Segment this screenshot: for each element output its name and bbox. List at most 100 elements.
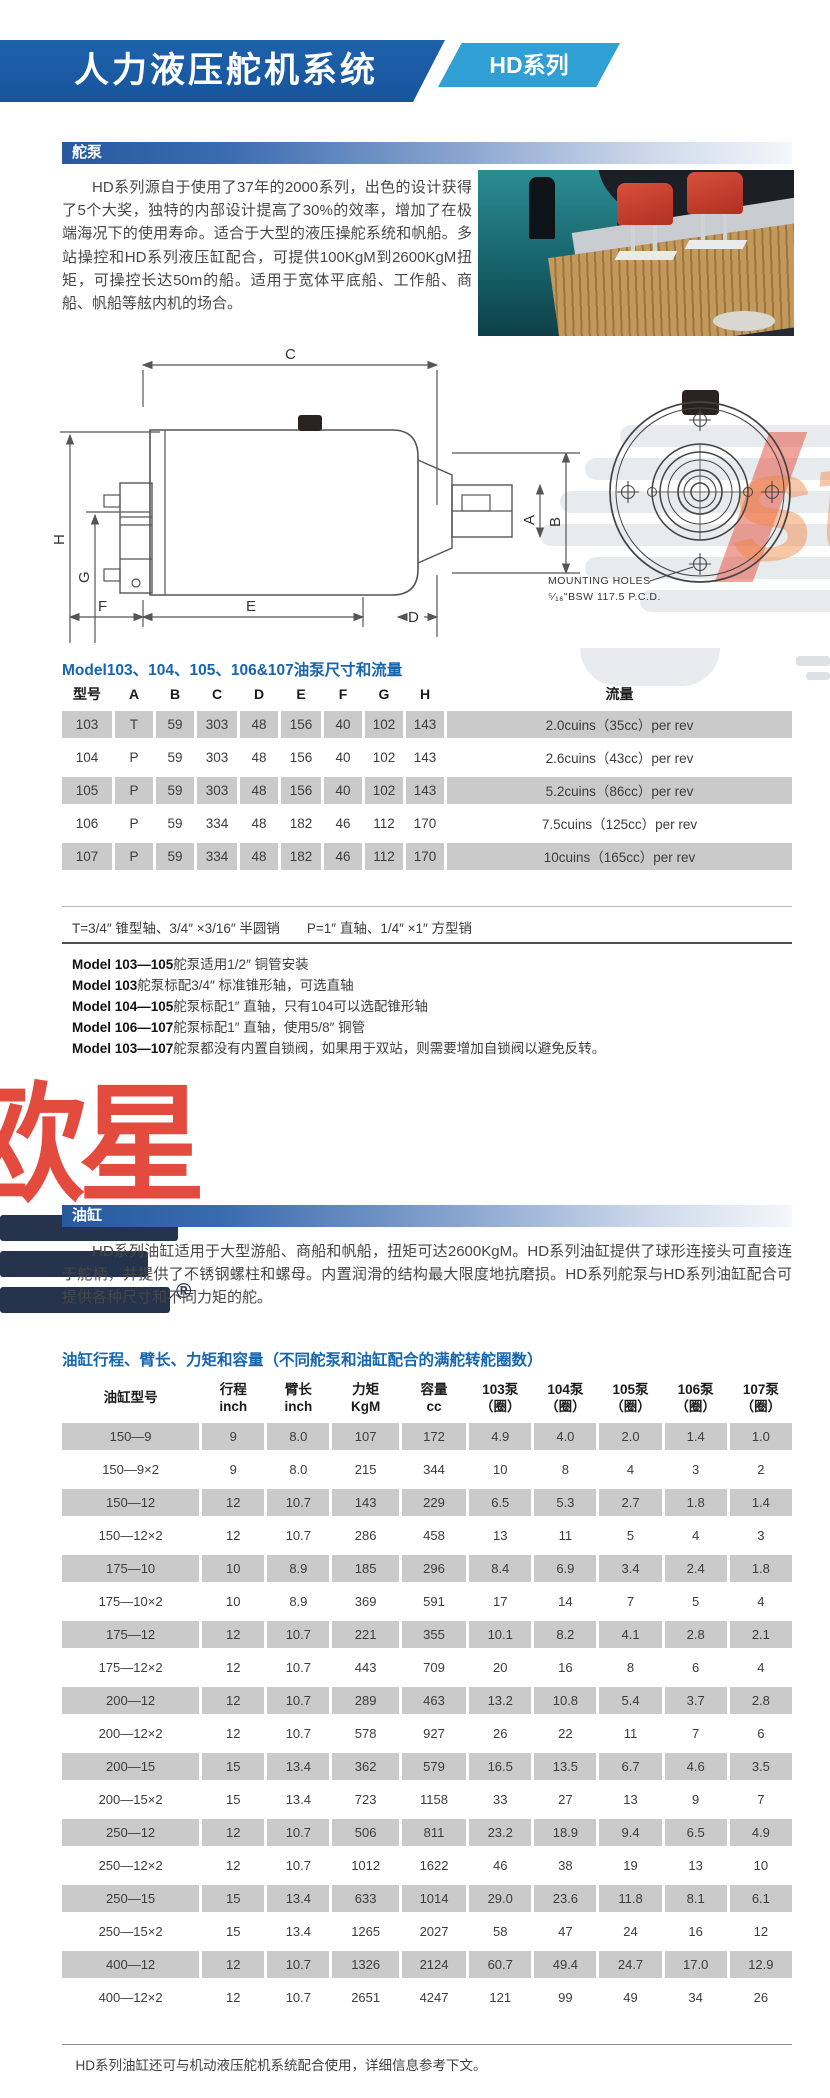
cell: 10.7 (267, 1488, 330, 1516)
column-header: H (419, 686, 431, 702)
page-title: 人力液压舵机系统 (74, 51, 379, 90)
cell: 303 (197, 710, 237, 738)
cell: 11.8 (599, 1884, 662, 1912)
cell: 250—12 (62, 1818, 200, 1846)
cell: 11 (623, 1725, 638, 1741)
pump-technical-drawing: C A B H G F E D MOUNTING HOLES ⁵⁄₁₆"BSW … (51, 346, 791, 643)
cell: 59 (156, 710, 194, 738)
photo-pump-base (614, 251, 678, 261)
table-row: 150—12 12 10.7 143 229 6.5 5.3 2.7 1.8 1.4 (62, 1488, 792, 1516)
cylinder-footer-note: HD系列油缸还可与机动液压舵机系统配合使用，详细信息参考下文。 (75, 2058, 487, 2073)
cell: 24 (623, 1923, 638, 1939)
cell: 1265 (351, 1923, 381, 1939)
pump-top-cap (298, 415, 322, 431)
column-header: E (296, 686, 306, 702)
cell: 2.1 (729, 1620, 792, 1648)
table-row: 105 P 59 303 48 156 40 102 143 5.2cuins（86cc）per … (62, 776, 792, 804)
divider (62, 906, 792, 907)
cell: 303 (197, 776, 237, 804)
cell: 2.6cuins（43cc）per rev (545, 751, 694, 766)
cell: 49 (623, 1989, 638, 2005)
cell: 334 (197, 842, 237, 870)
column-header: 容量 cc (420, 1382, 448, 1414)
column-header: A (128, 686, 140, 702)
cell: 8.4 (469, 1554, 532, 1582)
photo-pump-leg (722, 213, 727, 240)
cell: 150—12×2 (98, 1527, 163, 1543)
photo-pump-unit (684, 171, 747, 249)
cell: 250—15×2 (98, 1923, 163, 1939)
table-row: 250—15×2 15 13.4 1265 2027 58 47 24 16 12 (62, 1918, 792, 1945)
mounting-holes-note-line1: MOUNTING HOLES (548, 575, 651, 587)
cylinder-section-bar: 油缸 (62, 1205, 792, 1227)
cell: 15 (202, 1752, 265, 1780)
table-row: 400—12×2 12 10.7 2651 4247 121 99 49 34 26 (62, 1984, 792, 2011)
divider (62, 2044, 792, 2045)
cell: 250—15 (62, 1884, 200, 1912)
boat-show-photo (478, 170, 794, 336)
cell: 6 (692, 1659, 700, 1675)
cell: 102 (365, 710, 403, 738)
cell: 19 (623, 1857, 638, 1873)
cell: 2.8 (729, 1686, 792, 1714)
cell: 8 (626, 1659, 635, 1675)
cell: 10.7 (267, 1950, 330, 1978)
cell: 221 (332, 1620, 399, 1648)
cell: P (115, 776, 153, 804)
cell: 13.4 (267, 1884, 330, 1912)
cell: 33 (493, 1791, 508, 1807)
cell: 24.7 (599, 1950, 662, 1978)
cell: 578 (354, 1725, 377, 1741)
cell: 26 (753, 1989, 769, 2005)
cell: 27 (558, 1791, 573, 1807)
cell: 10 (753, 1857, 769, 1873)
cell: 4.9 (729, 1818, 792, 1846)
cell: 23.2 (469, 1818, 532, 1846)
cell: 143 (406, 776, 444, 804)
cell: 48 (240, 842, 278, 870)
watermark-logo-bar (0, 1251, 148, 1277)
cell: 1326 (332, 1950, 399, 1978)
cell: 4 (757, 1593, 765, 1609)
cylinder-section-title: 油缸 (72, 1207, 103, 1224)
cell: 60.7 (469, 1950, 532, 1978)
column-header: 型号 (73, 686, 101, 702)
cell: 10.7 (285, 1989, 312, 2005)
column-header: 行程 inch (219, 1382, 248, 1414)
cell: 8.0 (267, 1422, 330, 1450)
cell: 59 (156, 842, 194, 870)
cylinder-table-title: 油缸行程、臂长、力矩和容量（不同舵泵和油缸配合的满舵转舵圈数） (62, 1352, 543, 1369)
dim-label-a: A (521, 515, 538, 525)
cell: 58 (493, 1923, 508, 1939)
cell: 10.7 (267, 1620, 330, 1648)
column-header: 107泵 （圈） (740, 1382, 782, 1414)
cell: 16 (558, 1659, 573, 1675)
cell: 1.8 (664, 1488, 727, 1516)
table-row: 200—12×2 12 10.7 578 927 26 22 11 7 6 (62, 1720, 792, 1747)
cell: 13.5 (534, 1752, 597, 1780)
cell: 3 (692, 1461, 700, 1477)
cell: 18.9 (534, 1818, 597, 1846)
table-row: 150—9 9 8.0 107 172 4.9 4.0 2.0 1.4 1.0 (62, 1422, 792, 1450)
cell: 10 (493, 1461, 508, 1477)
cell: 10.7 (285, 1725, 312, 1741)
cell: 200—12 (62, 1686, 200, 1714)
cell: 1.4 (664, 1422, 727, 1450)
table-row: 200—15 15 13.4 362 579 16.5 13.5 6.7 4.6 3.5 (62, 1752, 792, 1780)
cell: 2651 (351, 1989, 381, 2005)
cell: 17 (493, 1593, 508, 1609)
cell: P (129, 815, 139, 831)
photo-pump-leg (631, 225, 636, 252)
cell: 107 (332, 1422, 399, 1450)
column-header: 力矩 KgM (351, 1382, 381, 1414)
cell: 5.3 (534, 1488, 597, 1516)
dim-label-c: C (285, 346, 296, 363)
cell: 99 (558, 1989, 573, 2005)
table-row: 250—15 15 13.4 633 1014 29.0 23.6 11.8 8.1 6.1 (62, 1884, 792, 1912)
table-row: 107 P 59 334 48 182 46 112 170 10cuins（165cc）per … (62, 842, 792, 870)
cell: 23.6 (534, 1884, 597, 1912)
cell: 38 (558, 1857, 573, 1873)
table-row: 200—12 12 10.7 289 463 13.2 10.8 5.4 3.7 2.8 (62, 1686, 792, 1714)
cell: 8.9 (267, 1554, 330, 1582)
registered-mark: ® (176, 1280, 192, 1303)
